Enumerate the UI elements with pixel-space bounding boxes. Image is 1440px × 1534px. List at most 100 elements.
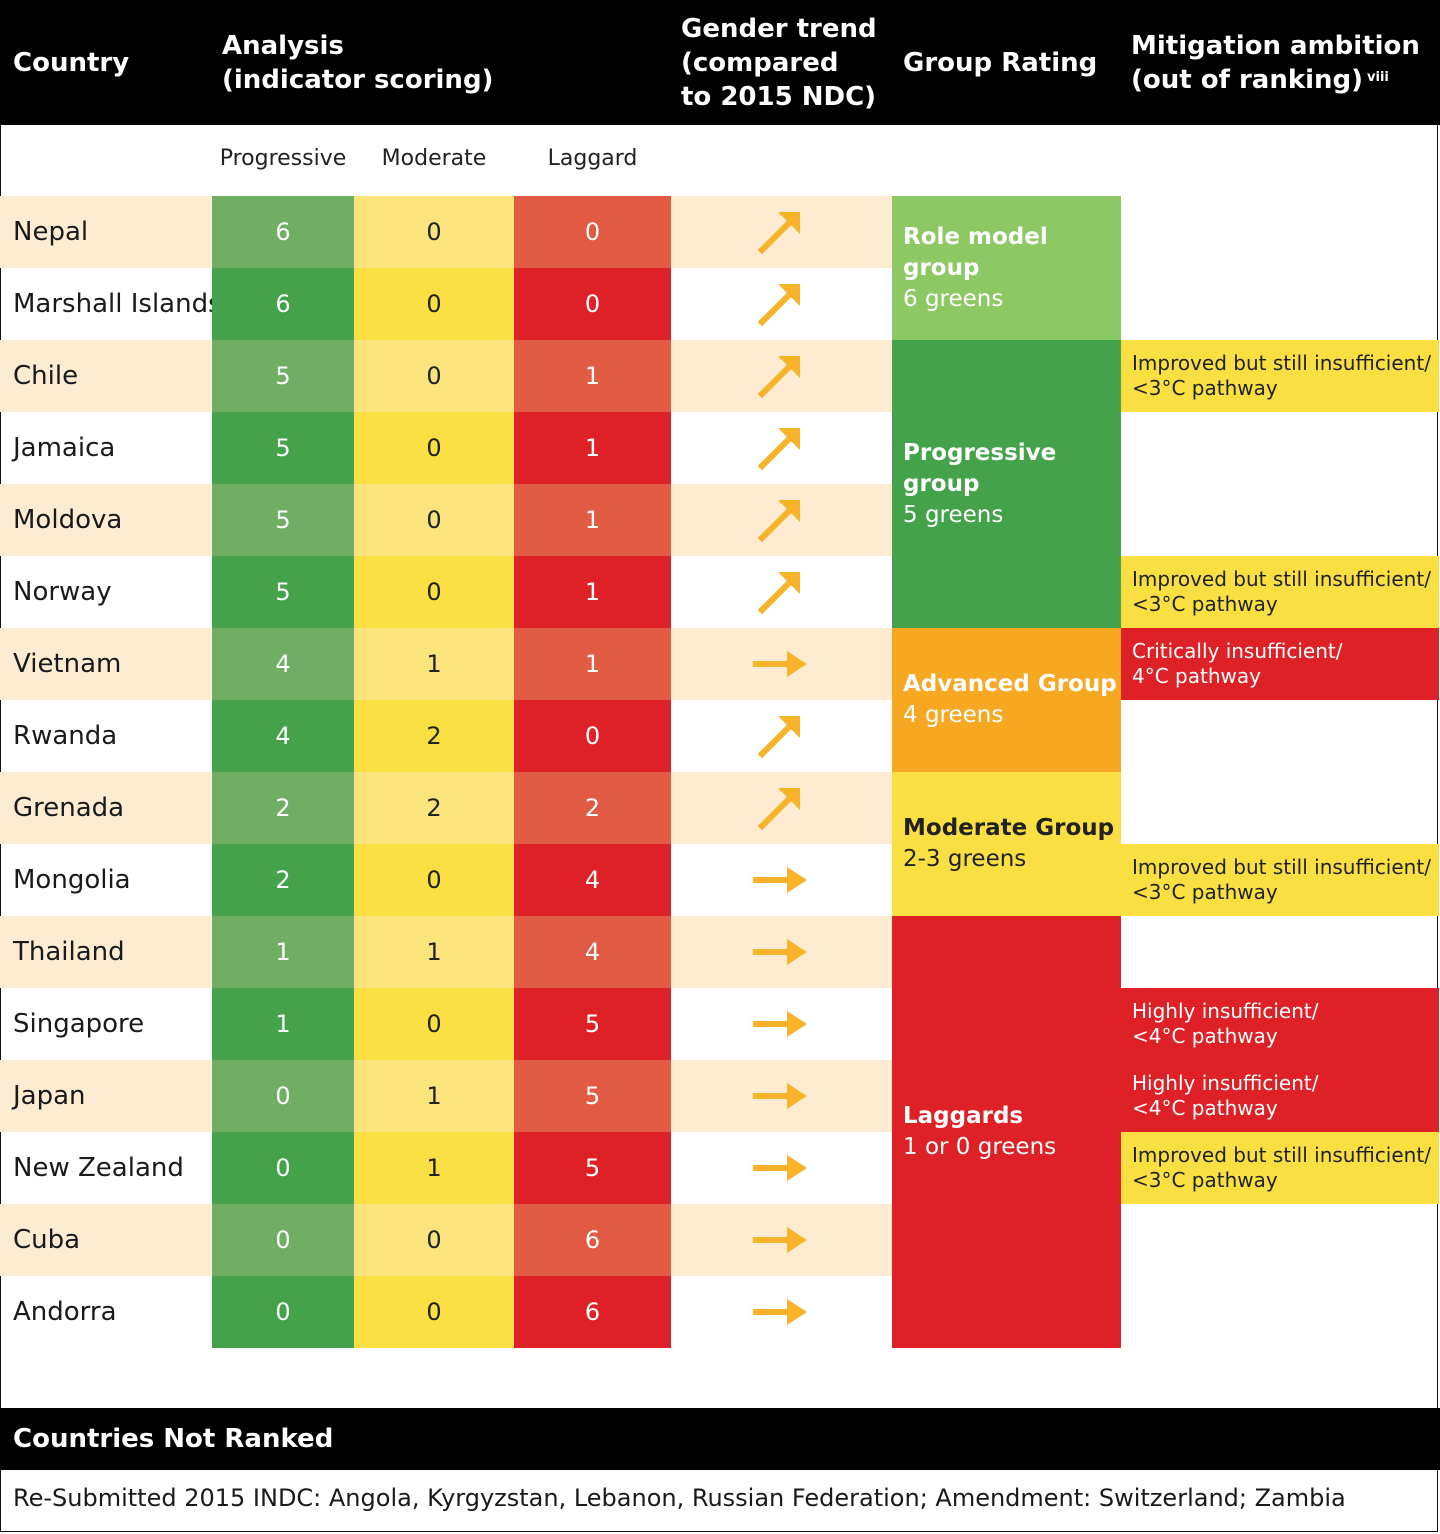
group-title: Laggards bbox=[903, 1103, 1024, 1129]
country-name: Singapore bbox=[13, 1009, 145, 1039]
mitigation-ambition-cell: Highly insufficient/ <4°C pathway bbox=[1121, 988, 1439, 1060]
laggard-score: 5 bbox=[514, 1132, 671, 1204]
country-name: Vietnam bbox=[13, 649, 122, 679]
moderate-score: 0 bbox=[354, 340, 514, 412]
group-rating-block: Moderate Group 2-3 greens bbox=[892, 772, 1121, 916]
moderate-score: 0 bbox=[354, 1276, 514, 1348]
group-title: Role model group bbox=[903, 223, 1048, 281]
progressive-score: 0 bbox=[212, 1132, 354, 1204]
mitigation-ambition-cell: Improved but still insufficient/ <3°C pa… bbox=[1121, 844, 1439, 916]
moderate-score: 0 bbox=[354, 556, 514, 628]
group-title: Progressive group bbox=[903, 439, 1057, 497]
progressive-score: 1 bbox=[212, 916, 354, 988]
laggard-score: 1 bbox=[514, 412, 671, 484]
progressive-score: 6 bbox=[212, 268, 354, 340]
progressive-score: 0 bbox=[212, 1204, 354, 1276]
laggard-score: 1 bbox=[514, 628, 671, 700]
not-ranked-text: Re-Submitted 2015 INDC: Angola, Kyrgyzst… bbox=[13, 1484, 1346, 1512]
table-header: Country Analysis (indicator scoring) Gen… bbox=[0, 0, 1440, 125]
header-group-rating: Group Rating bbox=[903, 48, 1098, 78]
country-name: Norway bbox=[13, 577, 112, 607]
progressive-score: 2 bbox=[212, 844, 354, 916]
country-name: Nepal bbox=[13, 217, 89, 247]
country-name: Rwanda bbox=[13, 721, 118, 751]
trend-up-arrow-icon bbox=[740, 772, 820, 844]
trend-flat-arrow-icon bbox=[740, 916, 820, 988]
laggard-score: 4 bbox=[514, 844, 671, 916]
group-subtitle: 4 greens bbox=[903, 702, 1004, 728]
progressive-score: 4 bbox=[212, 628, 354, 700]
moderate-score: 0 bbox=[354, 1204, 514, 1276]
trend-up-arrow-icon bbox=[740, 268, 820, 340]
group-subtitle: 1 or 0 greens bbox=[903, 1134, 1057, 1160]
moderate-score: 0 bbox=[354, 988, 514, 1060]
mitigation-ambition-cell: Improved but still insufficient/ <3°C pa… bbox=[1121, 556, 1439, 628]
group-subtitle: 6 greens bbox=[903, 285, 1004, 312]
trend-up-arrow-icon bbox=[740, 484, 820, 556]
moderate-score: 0 bbox=[354, 484, 514, 556]
progressive-score: 4 bbox=[212, 700, 354, 772]
laggard-score: 5 bbox=[514, 1060, 671, 1132]
progressive-score: 5 bbox=[212, 484, 354, 556]
laggard-score: 5 bbox=[514, 988, 671, 1060]
header-mitigation-text: Mitigation ambition (out of ranking) bbox=[1131, 31, 1420, 95]
laggard-score: 4 bbox=[514, 916, 671, 988]
group-rating-block: Progressive group 5 greens bbox=[892, 340, 1121, 628]
trend-flat-arrow-icon bbox=[740, 988, 820, 1060]
trend-flat-arrow-icon bbox=[740, 628, 820, 700]
moderate-score: 1 bbox=[354, 1132, 514, 1204]
laggard-score: 1 bbox=[514, 484, 671, 556]
group-subtitle: 5 greens bbox=[903, 501, 1004, 528]
header-country: Country bbox=[13, 48, 130, 78]
moderate-score: 0 bbox=[354, 412, 514, 484]
laggard-score: 1 bbox=[514, 340, 671, 412]
moderate-score: 0 bbox=[354, 844, 514, 916]
group-subtitle: 2-3 greens bbox=[903, 846, 1027, 872]
laggard-score: 1 bbox=[514, 556, 671, 628]
not-ranked-title: Countries Not Ranked bbox=[13, 1424, 334, 1454]
group-rating-block: Advanced Group 4 greens bbox=[892, 628, 1121, 772]
subheader-laggard: Laggard bbox=[547, 146, 638, 171]
progressive-score: 6 bbox=[212, 196, 354, 268]
subheader-progressive: Progressive bbox=[219, 146, 347, 171]
trend-flat-arrow-icon bbox=[740, 844, 820, 916]
trend-up-arrow-icon bbox=[740, 700, 820, 772]
moderate-score: 1 bbox=[354, 916, 514, 988]
header-mitigation: Mitigation ambition (out of ranking) viii bbox=[1131, 29, 1420, 97]
mitigation-ambition-cell: Highly insufficient/ <4°C pathway bbox=[1121, 1060, 1439, 1132]
progressive-score: 1 bbox=[212, 988, 354, 1060]
header-gender-trend: Gender trend (compared to 2015 NDC) bbox=[681, 14, 877, 112]
progressive-score: 5 bbox=[212, 412, 354, 484]
moderate-score: 0 bbox=[354, 196, 514, 268]
laggard-score: 6 bbox=[514, 1204, 671, 1276]
laggard-score: 0 bbox=[514, 268, 671, 340]
trend-flat-arrow-icon bbox=[740, 1132, 820, 1204]
trend-flat-arrow-icon bbox=[740, 1060, 820, 1132]
laggard-score: 0 bbox=[514, 700, 671, 772]
progressive-score: 2 bbox=[212, 772, 354, 844]
mitigation-ambition-cell: Critically insufficient/ 4°C pathway bbox=[1121, 628, 1439, 700]
trend-up-arrow-icon bbox=[740, 196, 820, 268]
country-name: Japan bbox=[13, 1081, 86, 1111]
group-rating-block: Laggards 1 or 0 greens bbox=[892, 916, 1121, 1348]
moderate-score: 1 bbox=[354, 628, 514, 700]
country-name: Chile bbox=[13, 361, 79, 391]
country-name: Moldova bbox=[13, 505, 123, 535]
moderate-score: 1 bbox=[354, 1060, 514, 1132]
subheader-moderate: Moderate bbox=[381, 146, 487, 171]
trend-flat-arrow-icon bbox=[740, 1204, 820, 1276]
progressive-score: 5 bbox=[212, 556, 354, 628]
country-name: Andorra bbox=[13, 1297, 117, 1327]
group-title: Moderate Group bbox=[903, 815, 1115, 841]
trend-flat-arrow-icon bbox=[740, 1276, 820, 1348]
header-mitigation-footnote: viii bbox=[1367, 70, 1389, 85]
laggard-score: 0 bbox=[514, 196, 671, 268]
header-analysis: Analysis (indicator scoring) bbox=[222, 31, 494, 95]
country-name: Mongolia bbox=[13, 865, 131, 895]
not-ranked-bar: Countries Not Ranked bbox=[0, 1408, 1440, 1470]
moderate-score: 0 bbox=[354, 268, 514, 340]
laggard-score: 2 bbox=[514, 772, 671, 844]
progressive-score: 5 bbox=[212, 340, 354, 412]
country-name: Grenada bbox=[13, 793, 125, 823]
mitigation-ambition-cell: Improved but still insufficient/ <3°C pa… bbox=[1121, 340, 1439, 412]
